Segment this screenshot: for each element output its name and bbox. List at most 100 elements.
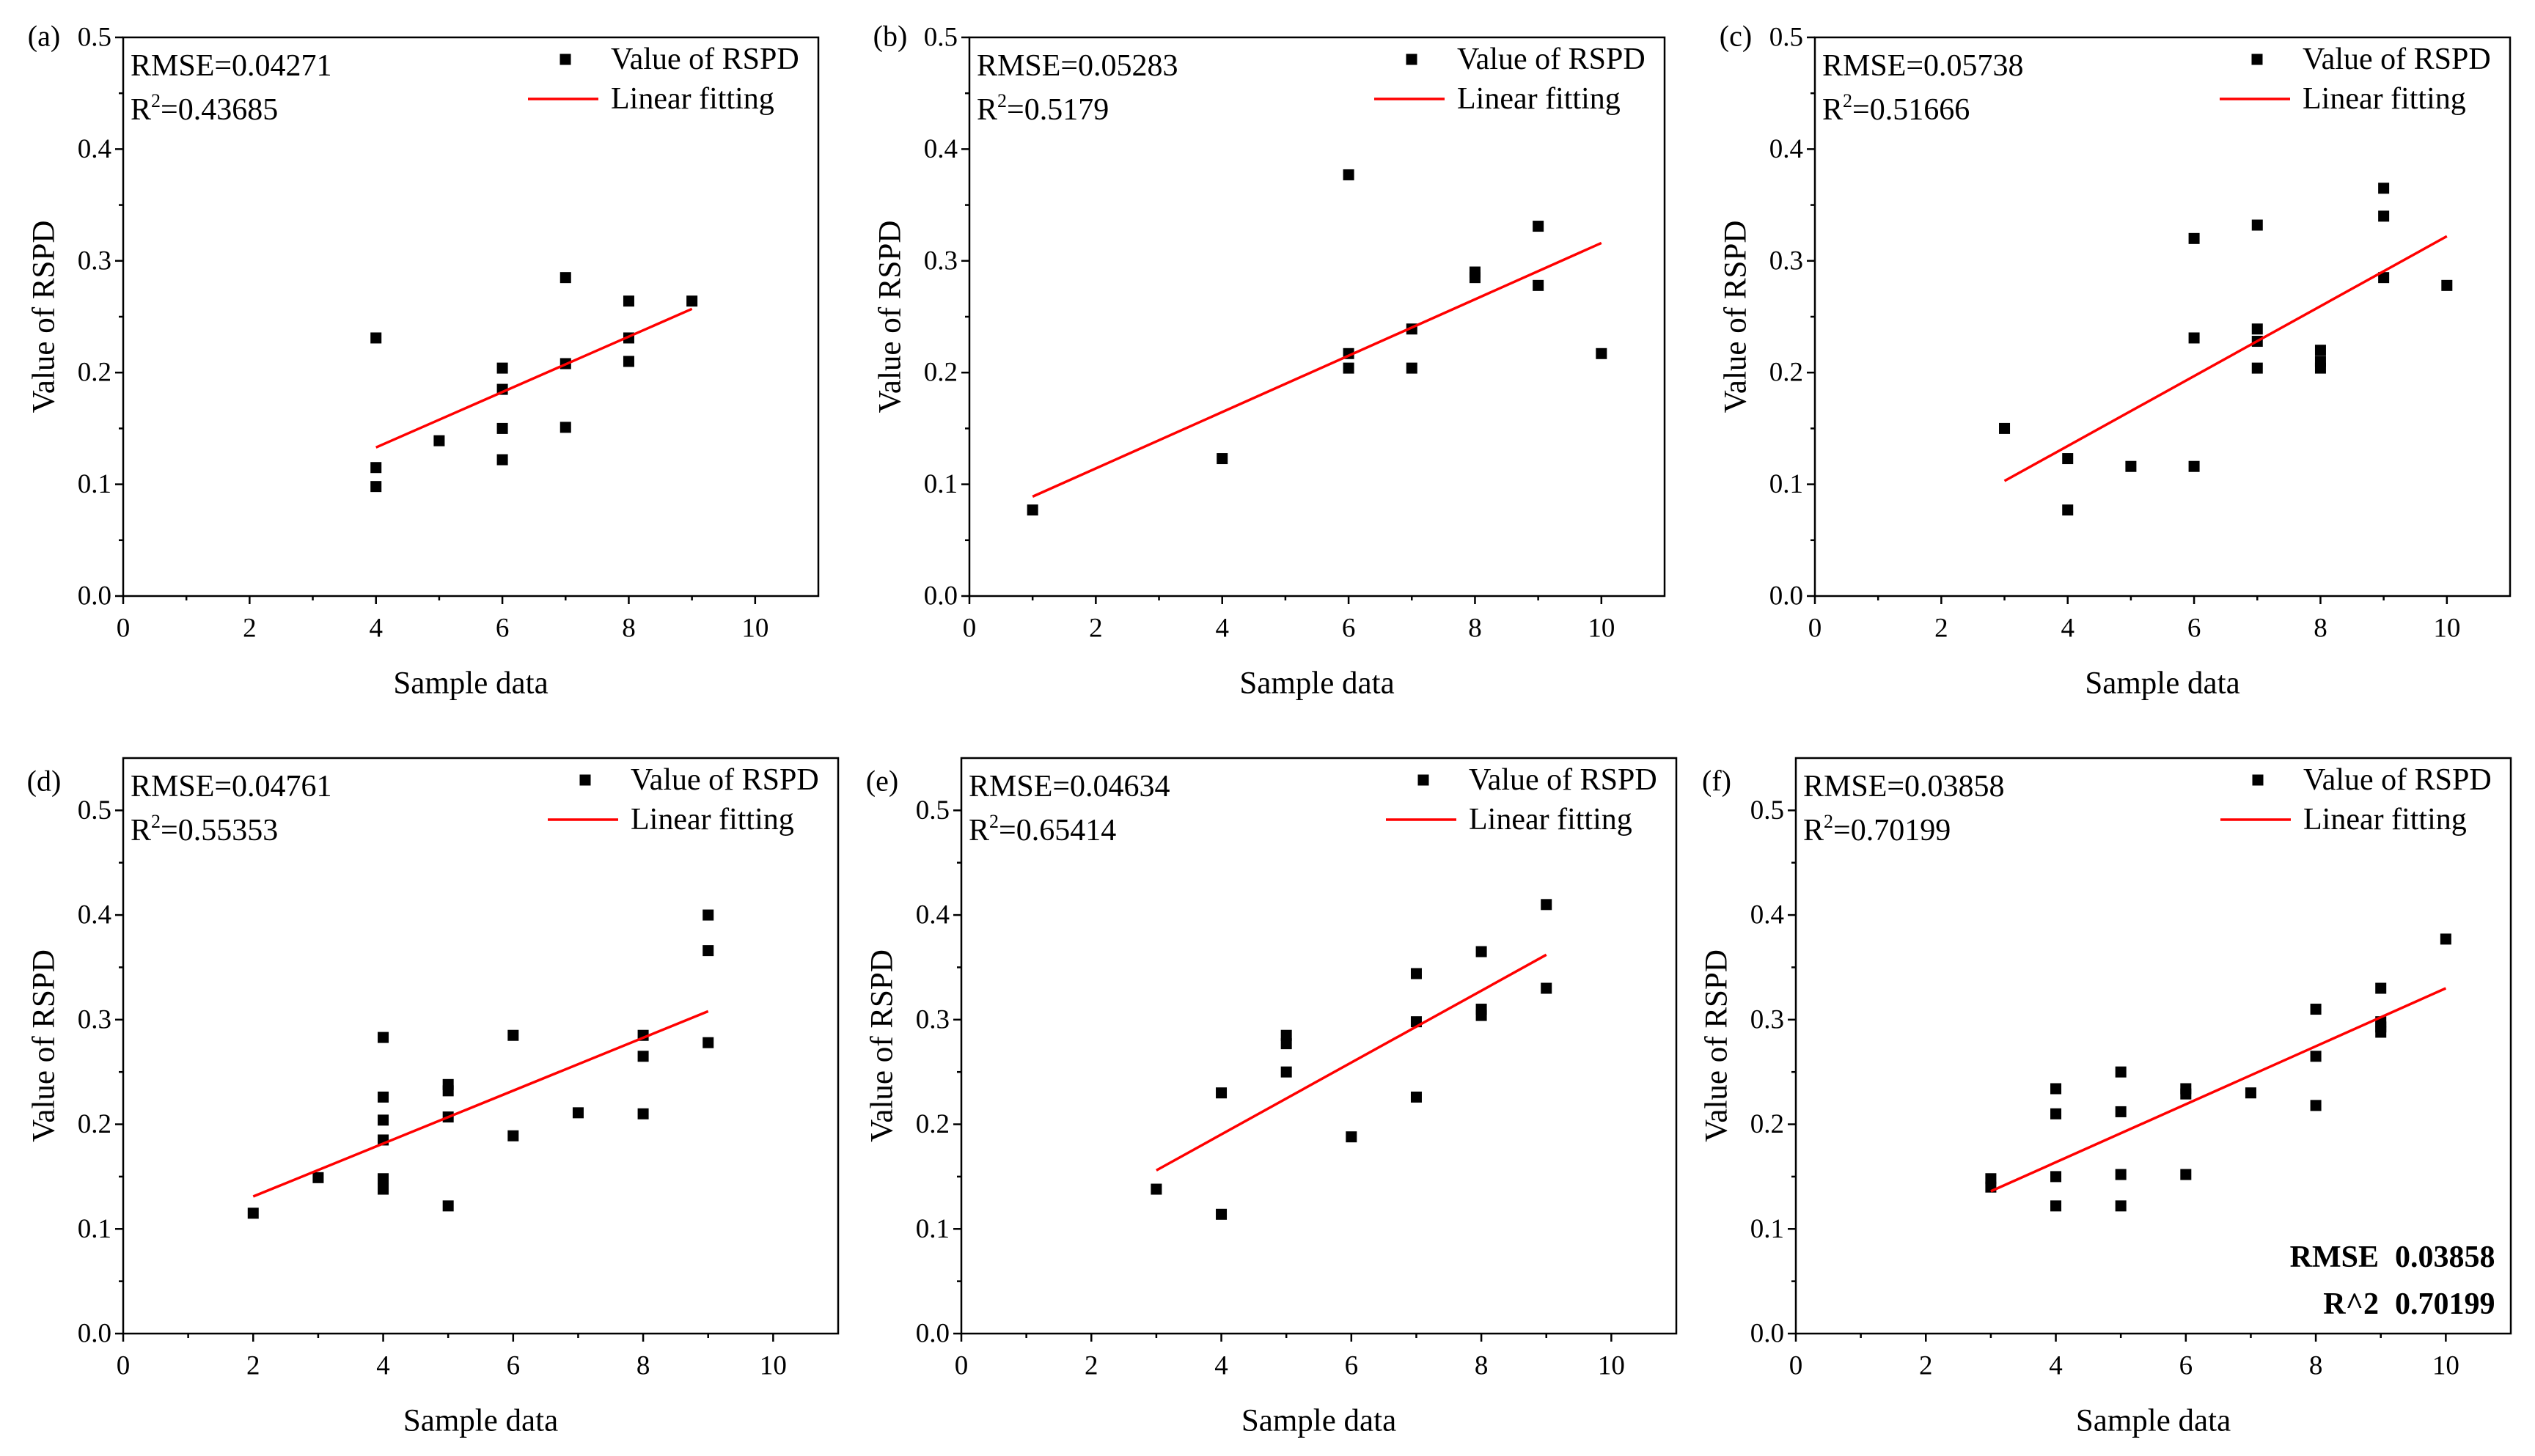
legend-label-points: Value of RSPD xyxy=(1457,43,1646,76)
data-point xyxy=(2062,504,2074,516)
y-tick-label: 0.3 xyxy=(78,246,111,276)
y-tick-label: 0.0 xyxy=(78,581,111,611)
x-tick-label: 6 xyxy=(2187,614,2201,644)
x-tick-label: 4 xyxy=(1214,1351,1228,1381)
data-point xyxy=(702,945,714,957)
data-point xyxy=(1280,1066,1292,1078)
axis-ticks: 0 2 4 6 8 10 0.0 0.1 0.2 0.3 0.4 0.5 xyxy=(1769,23,2461,644)
data-point xyxy=(507,1029,519,1041)
x-axis-title: Sample data xyxy=(403,1404,558,1438)
stats-rmse-label: RMSE xyxy=(2290,1240,2379,1274)
y-tick-label: 0.4 xyxy=(1750,900,1784,930)
r2-annotation: R2=0.55353 xyxy=(131,811,278,848)
r2-symbol: R xyxy=(977,93,997,127)
fit-line xyxy=(252,1010,709,1198)
axis-ticks: 0 2 4 6 8 10 0.0 0.1 0.2 0.3 0.4 0.5 xyxy=(916,795,1625,1381)
data-point xyxy=(1027,504,1038,516)
y-tick-label: 0.4 xyxy=(924,134,958,164)
x-tick-label: 6 xyxy=(2179,1351,2193,1381)
data-point xyxy=(2378,183,2390,194)
data-point xyxy=(1469,272,1481,284)
scatter-series xyxy=(1027,169,1607,516)
axis-ticks: 0 2 4 6 8 10 0.0 0.1 0.2 0.3 0.4 0.5 xyxy=(924,23,1615,644)
data-point xyxy=(2050,1108,2062,1119)
data-point xyxy=(2310,1004,2322,1015)
legend-label-points: Value of RSPD xyxy=(631,763,819,797)
data-point xyxy=(572,1107,584,1119)
data-point xyxy=(1216,1208,1228,1220)
axis-ticks: 0 2 4 6 8 10 0.0 0.1 0.2 0.3 0.4 0.5 xyxy=(78,795,787,1381)
x-tick-label: 8 xyxy=(1468,614,1482,644)
data-point xyxy=(1217,453,1228,465)
y-axis-title: Value of RSPD xyxy=(865,949,900,1142)
data-point xyxy=(1280,1038,1292,1050)
data-point xyxy=(2251,219,2263,231)
data-point xyxy=(370,462,382,474)
plot-frame xyxy=(122,757,840,1335)
r2-annotation: R2=0.65414 xyxy=(969,811,1116,848)
data-point xyxy=(1475,1010,1487,1021)
data-point xyxy=(1596,348,1607,359)
stats-rmse-value: 0.03858 xyxy=(2395,1240,2495,1274)
legend-square-marker xyxy=(2252,774,2264,786)
x-tick-label: 6 xyxy=(496,614,510,644)
y-tick-label: 0.4 xyxy=(78,134,111,164)
legend: Value of RSPD Linear fitting xyxy=(2220,43,2491,116)
r2-symbol: R xyxy=(1803,814,1824,848)
x-tick-label: 4 xyxy=(376,1351,390,1381)
y-tick-label: 0.5 xyxy=(78,23,111,53)
data-point xyxy=(2180,1169,2192,1180)
y-tick-label: 0.5 xyxy=(1750,795,1784,826)
legend-label-fit: Linear fitting xyxy=(2303,82,2466,116)
y-tick-label: 0.2 xyxy=(916,1109,950,1139)
y-tick-label: 0.3 xyxy=(1769,246,1803,276)
data-point xyxy=(1999,422,2011,434)
legend-label-fit: Linear fitting xyxy=(1469,803,1632,837)
data-point xyxy=(1280,1029,1292,1041)
scatter-series xyxy=(1985,933,2451,1212)
data-point xyxy=(1216,1087,1228,1099)
data-point xyxy=(378,1114,389,1126)
x-axis-title: Sample data xyxy=(393,666,548,701)
data-point xyxy=(1475,946,1487,957)
fit-line xyxy=(1032,241,1602,498)
legend-label-fit: Linear fitting xyxy=(2303,803,2467,837)
scatter-series xyxy=(1151,899,1552,1220)
y-tick-label: 0.1 xyxy=(78,469,111,499)
r2-symbol: R xyxy=(1822,93,1843,127)
y-tick-label: 0.1 xyxy=(916,1214,950,1244)
data-point xyxy=(2115,1200,2127,1212)
data-point xyxy=(378,1183,389,1195)
y-tick-label: 0.5 xyxy=(78,795,111,826)
chart-panel-2: (b) Sample data Value of RSPD 0 2 4 6 8 10 0.0 0.1… xyxy=(873,20,1666,701)
y-tick-label: 0.5 xyxy=(916,795,950,826)
r2-value: =0.65414 xyxy=(999,814,1116,848)
data-point xyxy=(370,481,382,493)
fit-line xyxy=(375,307,693,449)
data-point xyxy=(623,295,634,307)
legend: Value of RSPD Linear fitting xyxy=(548,763,819,837)
chart-panel-6: (f) Sample data Value of RSPD 0 2 4 6 8 10 0.0 0.1… xyxy=(1700,757,2512,1438)
data-point xyxy=(2125,460,2137,472)
legend-label-points: Value of RSPD xyxy=(1469,763,1657,797)
stats-r2-value: 0.70199 xyxy=(2395,1287,2495,1321)
y-tick-label: 0.1 xyxy=(78,1214,111,1244)
rmse-annotation: RMSE=0.05738 xyxy=(1822,49,2024,83)
data-point xyxy=(2251,323,2263,335)
r2-superscript: 2 xyxy=(989,811,999,832)
x-axis-title: Sample data xyxy=(2076,1404,2231,1438)
data-point xyxy=(378,1173,389,1185)
data-point xyxy=(370,332,382,344)
y-axis-title: Value of RSPD xyxy=(1719,221,1753,413)
data-point xyxy=(2115,1066,2127,1078)
r2-annotation: R2=0.5179 xyxy=(977,90,1109,127)
r2-value: =0.5179 xyxy=(1007,93,1109,127)
x-tick-label: 2 xyxy=(1085,1351,1098,1381)
x-tick-label: 10 xyxy=(1598,1351,1625,1381)
rmse-annotation: RMSE=0.05283 xyxy=(977,49,1178,83)
data-point xyxy=(2440,933,2451,945)
plot-frame xyxy=(960,757,1678,1335)
data-point xyxy=(1151,1183,1162,1195)
r2-value: =0.51666 xyxy=(1852,93,1970,127)
x-tick-label: 8 xyxy=(2314,614,2327,644)
